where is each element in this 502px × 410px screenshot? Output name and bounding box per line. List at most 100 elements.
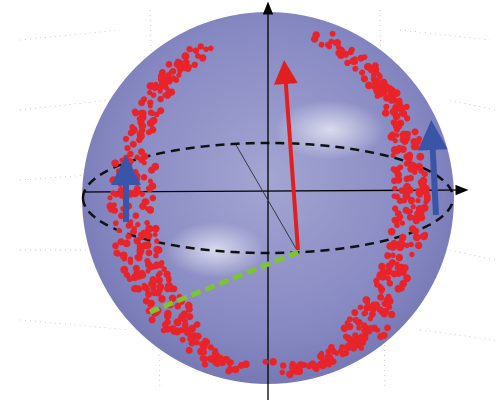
point <box>181 312 186 317</box>
point <box>132 169 138 175</box>
point <box>123 240 131 248</box>
point <box>139 203 146 210</box>
point <box>163 271 170 278</box>
point <box>352 332 358 338</box>
point <box>309 361 317 369</box>
point <box>136 137 143 144</box>
point <box>194 321 201 328</box>
page: Sphere html, body { margin: 0; padding: … <box>0 0 502 410</box>
point <box>397 98 403 104</box>
point <box>140 231 146 237</box>
point <box>403 183 411 191</box>
point <box>386 294 392 300</box>
point <box>359 334 367 342</box>
body: {} (() => { const g = document.getElemen… <box>0 0 502 410</box>
point <box>408 197 415 204</box>
point <box>186 347 192 353</box>
point <box>145 268 150 273</box>
point <box>181 52 189 60</box>
point <box>108 195 113 200</box>
point <box>421 204 429 212</box>
point <box>421 182 427 188</box>
point <box>174 303 181 310</box>
point <box>312 31 320 39</box>
point <box>157 271 163 277</box>
point <box>384 104 389 109</box>
point <box>409 252 414 257</box>
point <box>359 345 365 351</box>
point <box>154 112 160 118</box>
blue-vector <box>432 135 436 215</box>
point <box>139 110 147 118</box>
point <box>153 232 158 237</box>
point <box>111 159 119 167</box>
point <box>116 171 123 178</box>
point <box>280 370 286 376</box>
point <box>317 353 324 360</box>
point <box>385 325 390 330</box>
point <box>132 285 139 292</box>
point <box>187 337 192 342</box>
point <box>162 82 168 88</box>
point <box>207 355 214 362</box>
point <box>182 322 189 329</box>
figure <box>0 0 502 410</box>
point <box>423 189 430 196</box>
point <box>128 257 133 262</box>
point <box>139 191 145 197</box>
point <box>139 122 147 130</box>
point <box>186 46 192 52</box>
point <box>148 104 153 109</box>
point <box>351 309 358 316</box>
point <box>192 62 198 68</box>
point <box>415 198 420 203</box>
point <box>216 354 222 360</box>
point <box>420 233 428 241</box>
point <box>110 190 116 196</box>
point <box>388 228 396 236</box>
point <box>415 242 422 249</box>
point <box>359 70 365 76</box>
point <box>401 242 406 247</box>
point <box>382 109 390 117</box>
point <box>135 272 142 279</box>
point <box>186 306 193 313</box>
point <box>377 333 384 340</box>
point <box>374 70 380 76</box>
point <box>358 305 364 311</box>
point <box>118 182 124 188</box>
point <box>208 46 214 52</box>
point <box>195 333 202 340</box>
point <box>120 266 128 274</box>
point <box>401 264 408 271</box>
point <box>123 136 129 142</box>
point <box>384 252 391 259</box>
point <box>165 89 172 96</box>
point <box>352 66 358 72</box>
point <box>128 219 133 224</box>
point <box>404 161 410 167</box>
point <box>127 151 134 158</box>
point <box>141 96 147 102</box>
point <box>327 362 332 367</box>
point <box>394 106 400 112</box>
point <box>340 351 346 357</box>
point <box>203 47 209 53</box>
point <box>199 341 207 349</box>
point <box>362 310 368 316</box>
point <box>184 328 190 334</box>
point <box>148 280 155 287</box>
point <box>369 311 376 318</box>
point <box>379 273 387 281</box>
point <box>405 137 410 142</box>
point <box>200 355 206 361</box>
point <box>157 283 164 290</box>
point <box>393 89 401 97</box>
point <box>395 285 403 293</box>
point <box>382 89 388 95</box>
point <box>225 368 232 375</box>
point <box>391 119 398 126</box>
point <box>133 265 140 272</box>
point <box>153 246 161 254</box>
point <box>132 109 139 116</box>
